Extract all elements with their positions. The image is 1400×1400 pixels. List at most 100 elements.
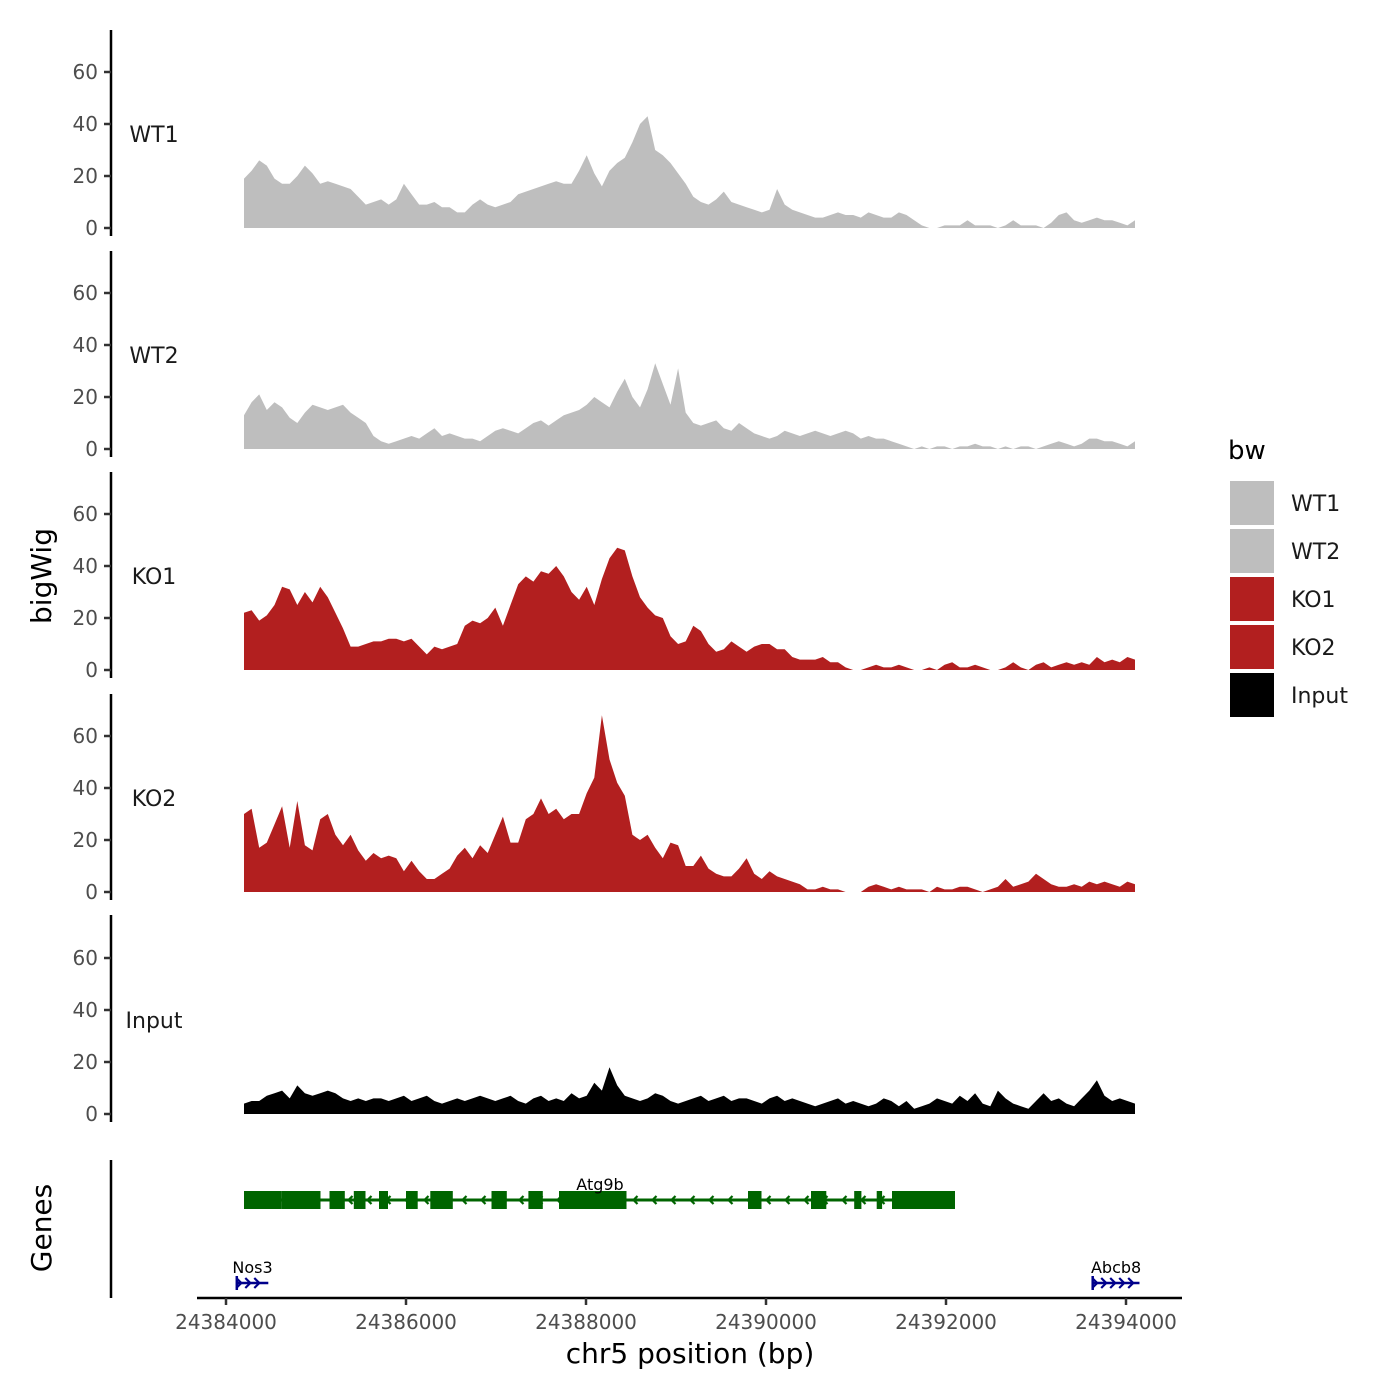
gene-label-nos3: Nos3 xyxy=(232,1258,272,1277)
y-tick-label: 20 xyxy=(73,164,98,188)
y-tick-label: 0 xyxy=(85,658,98,682)
track-ko1: 0 20 40 60 KO1 xyxy=(73,472,1135,682)
legend-swatch-ko1 xyxy=(1228,575,1276,623)
strand-arrow xyxy=(650,1195,658,1205)
y-tick-label: 0 xyxy=(85,216,98,240)
strand-arrow xyxy=(479,1195,487,1205)
track-label-wt1: WT1 xyxy=(129,123,178,148)
x-tick-label: 24394000 xyxy=(1075,1310,1177,1334)
exon-block xyxy=(811,1191,827,1209)
strand-arrow xyxy=(346,1195,354,1205)
strand-arrow xyxy=(726,1195,734,1205)
exon-block xyxy=(854,1191,862,1209)
legend-label-wt1: WT1 xyxy=(1291,492,1340,517)
track-ko2: 0 20 40 60 KO2 xyxy=(73,694,1135,904)
y-tick-label: 20 xyxy=(73,828,98,852)
x-tick-label: 24388000 xyxy=(535,1310,637,1334)
legend-label-wt2: WT2 xyxy=(1291,540,1340,565)
track-label-ko1: KO1 xyxy=(132,565,177,590)
y-axis-title: bigWig xyxy=(25,528,58,624)
exon-block xyxy=(586,1191,627,1209)
signal-area-ko2 xyxy=(244,715,1135,892)
legend-swatch-wt2 xyxy=(1228,527,1276,575)
y-tick-label: 40 xyxy=(73,112,98,136)
x-axis: 24384000 24386000 24388000 24390000 24392000… xyxy=(175,1296,1182,1334)
exon-block xyxy=(528,1191,543,1209)
genes-axis-title: Genes xyxy=(25,1184,58,1272)
x-tick-label: 24386000 xyxy=(355,1310,457,1334)
strand-arrow xyxy=(859,1195,867,1205)
y-tick-label: 40 xyxy=(73,333,98,357)
exon-block xyxy=(748,1191,762,1209)
genes-panel: Atg9b Nos3 Abcb8 xyxy=(109,1160,1141,1298)
signal-area-wt1 xyxy=(244,116,1135,228)
exon-block xyxy=(491,1191,507,1209)
legend: bw WT1 WT2 KO1 KO2 Input xyxy=(1228,436,1348,719)
strand-arrow xyxy=(517,1195,525,1205)
gene-label-atg9b: Atg9b xyxy=(576,1175,623,1194)
legend-title: bw xyxy=(1228,436,1266,466)
y-tick-label: 40 xyxy=(73,998,98,1022)
legend-swatch-ko2 xyxy=(1228,623,1276,671)
genes-layer: Atg9b Nos3 Abcb8 xyxy=(232,1175,1141,1290)
strand-arrow xyxy=(1109,1277,1117,1289)
x-tick-label: 24384000 xyxy=(175,1310,277,1334)
strand-arrow xyxy=(688,1195,696,1205)
y-tick-label: 60 xyxy=(73,946,98,970)
track-input: 0 20 40 60 Input xyxy=(73,915,1135,1126)
y-tick-label: 60 xyxy=(73,60,98,84)
exon-block xyxy=(379,1191,388,1209)
exon-block xyxy=(329,1191,345,1209)
strand-arrow xyxy=(840,1195,848,1205)
legend-label-input: Input xyxy=(1291,684,1348,709)
x-axis-title: chr5 position (bp) xyxy=(566,1337,815,1370)
signal-area-input xyxy=(244,1067,1135,1114)
y-tick-label: 20 xyxy=(73,1050,98,1074)
y-tick-label: 40 xyxy=(73,554,98,578)
exon-block xyxy=(876,1191,883,1209)
x-tick-label: 24390000 xyxy=(715,1310,817,1334)
strand-arrow xyxy=(783,1195,791,1205)
gene-label-abcb8: Abcb8 xyxy=(1091,1258,1141,1277)
signal-tracks: 0 20 40 60 WT1 0 20 40 60 WT2 0 20 40 60 KO1 0 20 40 60 KO2… xyxy=(73,30,1135,1126)
y-tick-label: 40 xyxy=(73,776,98,800)
strand-arrow xyxy=(631,1195,639,1205)
gene-nos3: Nos3 xyxy=(232,1258,273,1290)
strand-arrow xyxy=(1127,1277,1135,1289)
strand-arrow xyxy=(422,1195,430,1205)
strand-arrow xyxy=(764,1195,772,1205)
strand-arrow xyxy=(669,1195,677,1205)
exon-block xyxy=(406,1191,418,1209)
exon-block xyxy=(892,1191,955,1209)
exon-block xyxy=(244,1191,282,1209)
exon-block xyxy=(430,1191,453,1209)
y-tick-label: 20 xyxy=(73,606,98,630)
track-label-wt2: WT2 xyxy=(129,344,178,369)
gene-abcb8: Abcb8 xyxy=(1091,1258,1141,1290)
legend-swatch-input xyxy=(1228,671,1276,719)
y-tick-label: 0 xyxy=(85,437,98,461)
y-tick-label: 20 xyxy=(73,385,98,409)
strand-arrow xyxy=(244,1277,252,1289)
track-wt1: 0 20 40 60 WT1 xyxy=(73,30,1135,240)
strand-arrow xyxy=(365,1195,373,1205)
track-label-input: Input xyxy=(126,1009,183,1034)
track-label-ko2: KO2 xyxy=(132,787,177,812)
exon-block xyxy=(353,1191,366,1209)
x-tick-label: 24392000 xyxy=(895,1310,997,1334)
strand-arrow xyxy=(707,1195,715,1205)
gene-atg9b: Atg9b xyxy=(244,1175,955,1209)
y-tick-label: 60 xyxy=(73,502,98,526)
track-wt2: 0 20 40 60 WT2 xyxy=(73,251,1135,461)
y-tick-label: 0 xyxy=(85,1102,98,1126)
exon-block xyxy=(281,1191,321,1209)
strand-arrow xyxy=(802,1195,810,1205)
strand-arrow xyxy=(253,1277,261,1289)
signal-area-wt2 xyxy=(244,363,1135,449)
legend-label-ko1: KO1 xyxy=(1291,588,1336,613)
legend-swatch-wt1 xyxy=(1228,479,1276,527)
strand-arrow xyxy=(1118,1277,1126,1289)
strand-arrow xyxy=(460,1195,468,1205)
y-tick-label: 0 xyxy=(85,880,98,904)
y-tick-label: 60 xyxy=(73,724,98,748)
